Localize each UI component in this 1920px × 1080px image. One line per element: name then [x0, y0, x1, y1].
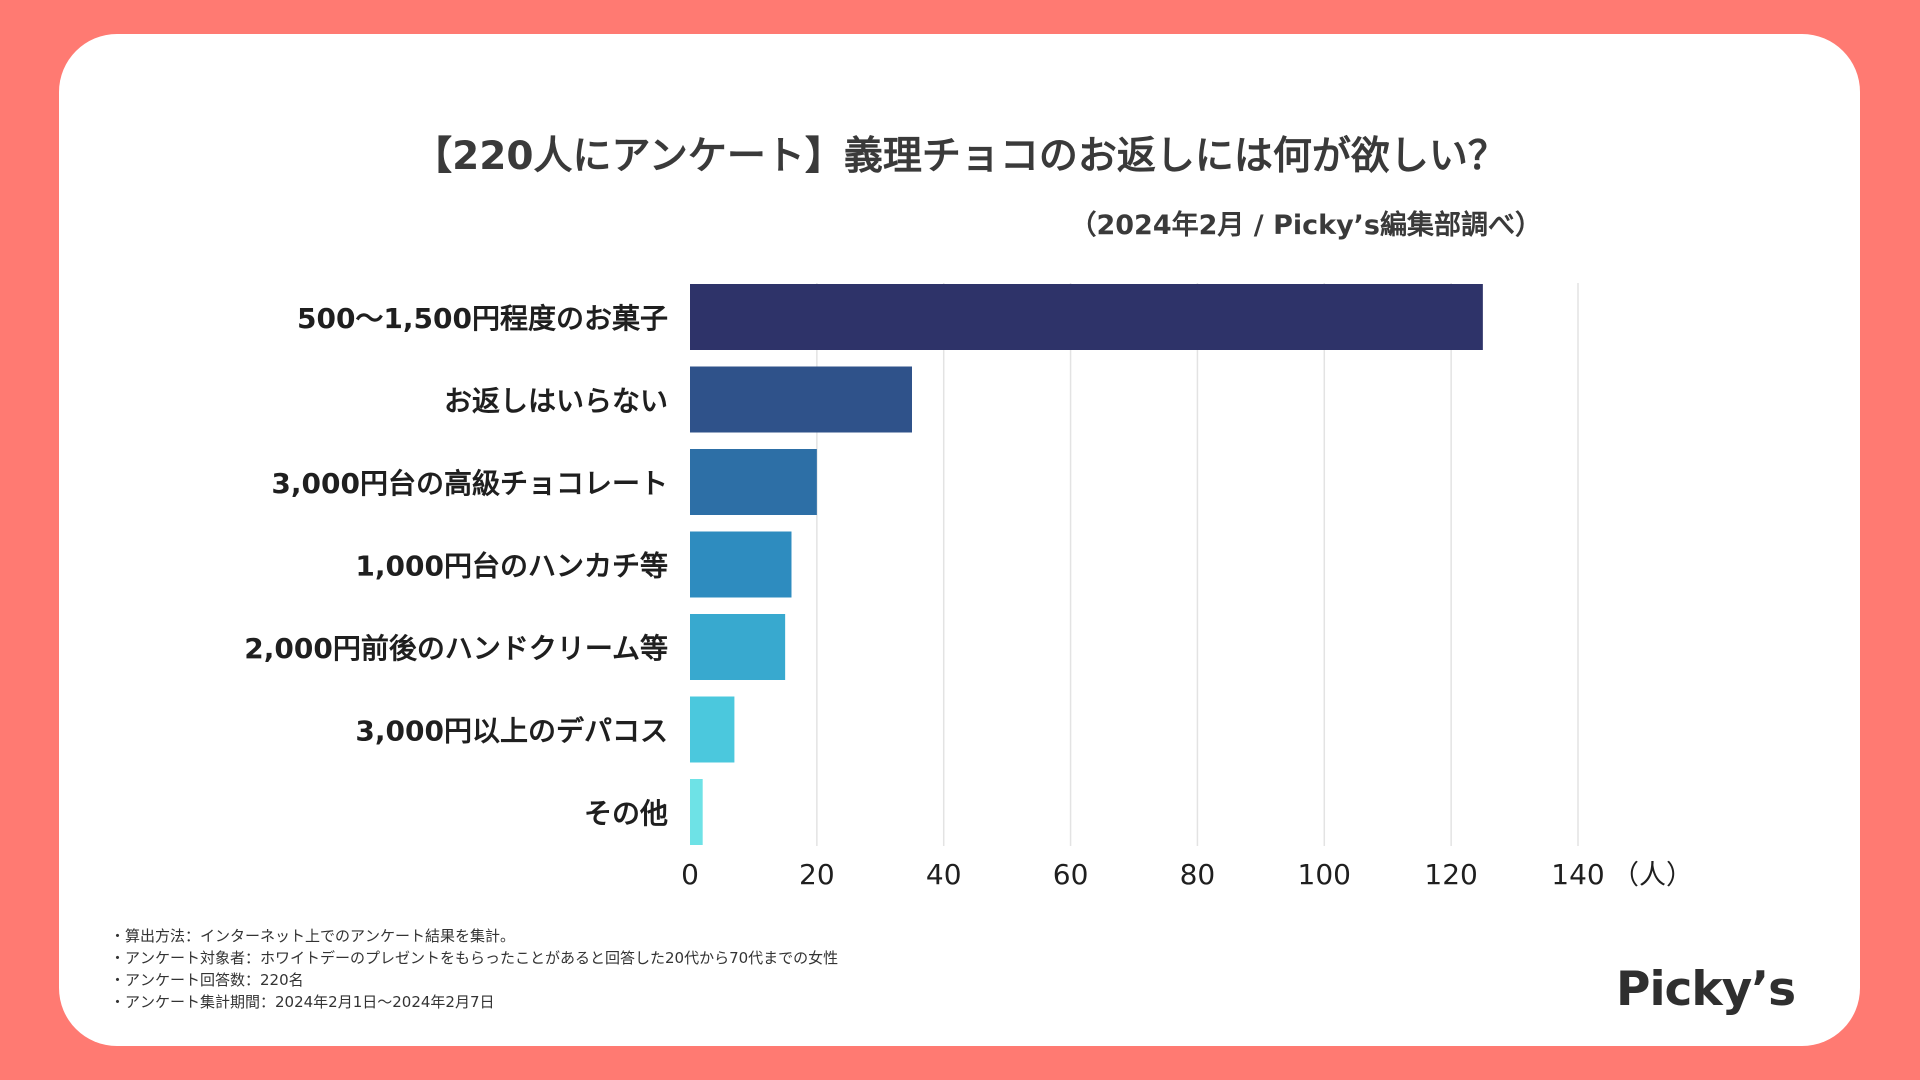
- bar: [690, 614, 786, 680]
- chart-title: 【220人にアンケート】義理チョコのお返しには何が欲しい？: [413, 134, 1507, 179]
- category-label: 1,000円台のハンカチ等: [355, 550, 668, 583]
- brand-logo: Picky’s: [1616, 962, 1796, 1017]
- tick-label: 20: [799, 858, 835, 891]
- axis-unit-label: （人）: [1612, 860, 1693, 891]
- note-method: ・算出方法：インターネット上でのアンケート結果を集計。: [110, 927, 516, 945]
- category-label: お返しはいらない: [444, 385, 668, 418]
- tick-label: 60: [1053, 858, 1089, 891]
- bar: [690, 779, 703, 845]
- bar: [690, 449, 817, 515]
- bar: [690, 531, 792, 598]
- note-target: ・アンケート対象者：ホワイトデーのプレゼントをもらったことがあると回答した20代…: [110, 949, 839, 967]
- category-label: その他: [584, 797, 668, 830]
- category-label: 3,000円台の高級チョコレート: [271, 467, 668, 500]
- chart-subtitle: （2024年2月 / Picky’s編集部調べ）: [1069, 210, 1542, 241]
- tick-label: 40: [926, 858, 962, 891]
- bar: [690, 284, 1483, 350]
- category-label: 2,000円前後のハンドクリーム等: [244, 632, 668, 665]
- survey-notes: ・算出方法：インターネット上でのアンケート結果を集計。 ・アンケート対象者：ホワ…: [110, 925, 838, 1013]
- bar: [690, 696, 735, 763]
- category-label: 500〜1,500円程度のお菓子: [297, 302, 668, 335]
- tick-label: 100: [1298, 858, 1351, 891]
- note-period: ・アンケート集計期間：2024年2月1日〜2024年2月7日: [110, 993, 495, 1011]
- note-count: ・アンケート回答数：220名: [110, 971, 304, 989]
- tick-label: 0: [681, 858, 699, 891]
- tick-label: 80: [1180, 858, 1216, 891]
- tick-label: 120: [1424, 858, 1477, 891]
- bar: [690, 366, 912, 433]
- tick-label: 140: [1551, 858, 1604, 891]
- category-label: 3,000円以上のデパコス: [355, 715, 668, 748]
- chart-card: [59, 34, 1860, 1046]
